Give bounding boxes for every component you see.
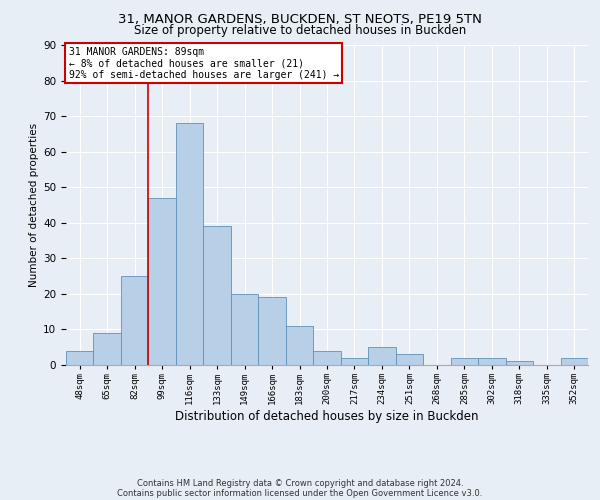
Text: Contains HM Land Registry data © Crown copyright and database right 2024.: Contains HM Land Registry data © Crown c… (137, 478, 463, 488)
Bar (560, 358, 588, 365)
Bar (66, 351, 94, 365)
Bar (203, 226, 231, 365)
Text: 31 MANOR GARDENS: 89sqm
← 8% of detached houses are smaller (21)
92% of semi-det: 31 MANOR GARDENS: 89sqm ← 8% of detached… (68, 46, 339, 80)
Bar (341, 358, 368, 365)
Bar (121, 276, 148, 365)
X-axis label: Distribution of detached houses by size in Buckden: Distribution of detached houses by size … (175, 410, 479, 423)
Bar (231, 294, 259, 365)
Text: 31, MANOR GARDENS, BUCKDEN, ST NEOTS, PE19 5TN: 31, MANOR GARDENS, BUCKDEN, ST NEOTS, PE… (118, 12, 482, 26)
Y-axis label: Number of detached properties: Number of detached properties (29, 123, 39, 287)
Bar (478, 358, 506, 365)
Text: Size of property relative to detached houses in Buckden: Size of property relative to detached ho… (134, 24, 466, 37)
Bar (286, 326, 313, 365)
Bar (395, 354, 423, 365)
Text: Contains public sector information licensed under the Open Government Licence v3: Contains public sector information licen… (118, 488, 482, 498)
Bar (313, 351, 341, 365)
Bar (148, 198, 176, 365)
Bar (451, 358, 478, 365)
Bar (368, 347, 395, 365)
Bar (176, 123, 203, 365)
Bar (94, 333, 121, 365)
Bar (506, 362, 533, 365)
Bar (259, 298, 286, 365)
